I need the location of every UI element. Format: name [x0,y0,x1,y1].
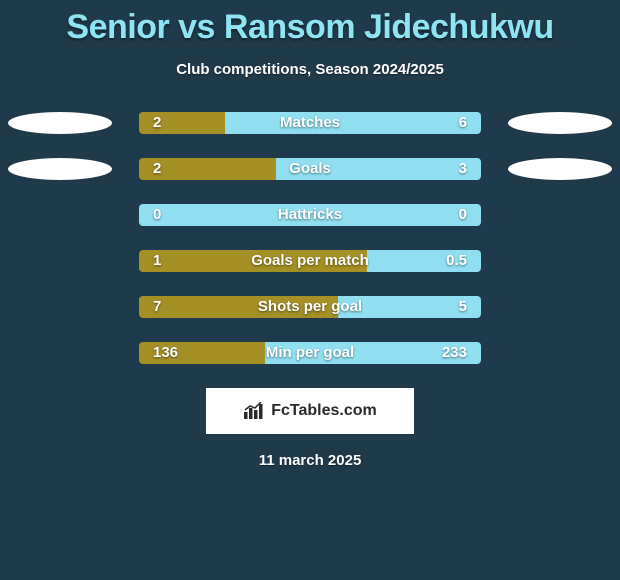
stat-bar: 26Matches [139,112,481,134]
stat-label: Hattricks [139,204,481,226]
player-oval-left [8,158,112,180]
stat-bar: 23Goals [139,158,481,180]
stat-label: Matches [139,112,481,134]
stat-bar: 10.5Goals per match [139,250,481,272]
stat-bar: 00Hattricks [139,204,481,226]
player-oval-right [508,112,612,134]
stat-row: 00Hattricks [0,204,620,226]
player-oval-right [508,158,612,180]
date-label: 11 march 2025 [0,452,620,469]
stat-label: Goals per match [139,250,481,272]
stat-row: 136233Min per goal [0,342,620,364]
stat-row: 10.5Goals per match [0,250,620,272]
stat-row: 75Shots per goal [0,296,620,318]
stat-bar: 136233Min per goal [139,342,481,364]
stat-row: 26Matches [0,112,620,134]
stat-label: Min per goal [139,342,481,364]
stat-bar: 75Shots per goal [139,296,481,318]
page-title: Senior vs Ransom Jidechukwu [0,0,620,47]
subtitle: Club competitions, Season 2024/2025 [0,61,620,78]
stats-container: 26Matches 23Goals 00Hattricks 10.5Goals per… [0,112,620,364]
chart-icon [243,402,265,420]
logo-text: FcTables.com [271,402,377,420]
stat-row: 23Goals [0,158,620,180]
logo-badge: FcTables.com [206,388,414,434]
stat-label: Shots per goal [139,296,481,318]
player-oval-left [8,112,112,134]
stat-label: Goals [139,158,481,180]
